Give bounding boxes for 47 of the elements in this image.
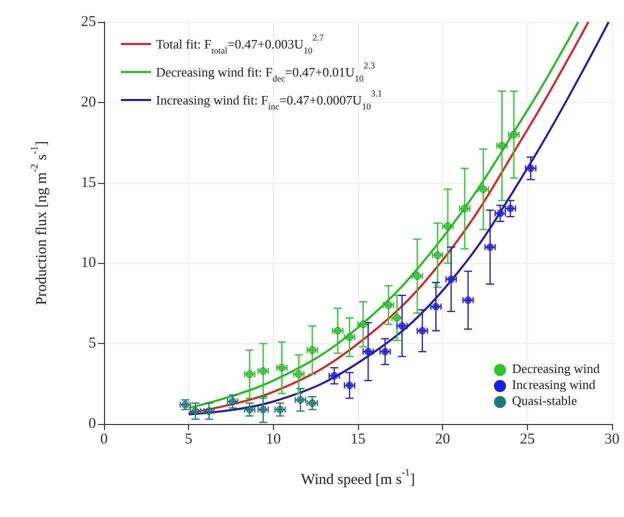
point [205,407,213,415]
point [308,346,316,354]
y-tick-label: 0 [88,416,96,432]
y-axis-title: Production flux [ng m-2 s-1] [30,140,50,306]
point [498,142,506,150]
x-tick-label: 15 [350,432,366,448]
x-tick-label: 5 [184,432,192,448]
y-tick-label: 20 [81,94,96,110]
point [330,372,338,380]
y-tick-label: 25 [81,14,96,30]
point [228,398,236,406]
x-tick-label: 30 [604,432,620,448]
point [480,185,488,193]
legend-label: Decreasing wind [512,361,600,376]
x-tick-label: 0 [100,432,108,448]
point [393,314,401,322]
point [414,272,422,280]
point [486,243,494,251]
point [384,301,392,309]
point [259,406,267,414]
x-tick-label: 10 [266,432,281,448]
point [359,320,367,328]
point [460,204,468,212]
point [447,276,455,284]
point [364,348,372,356]
point [526,164,534,172]
point [434,251,442,259]
point [278,364,286,372]
y-tick-label: 5 [88,336,96,352]
y-tick-label: 15 [81,174,96,191]
point [259,367,267,375]
point [418,326,426,334]
legend-label: Quasi-stable [512,393,578,408]
x-tick-label: 20 [435,432,450,448]
point [432,302,440,310]
y-tick-label: 10 [81,255,96,272]
point [276,406,284,414]
point [464,296,472,304]
point [246,370,254,378]
point [510,130,518,138]
x-tick-label: 25 [520,432,535,448]
legend-label: Increasing wind [512,377,596,392]
point [294,370,302,378]
point [346,382,354,390]
point [398,322,406,330]
point [246,406,254,414]
point [381,348,389,356]
